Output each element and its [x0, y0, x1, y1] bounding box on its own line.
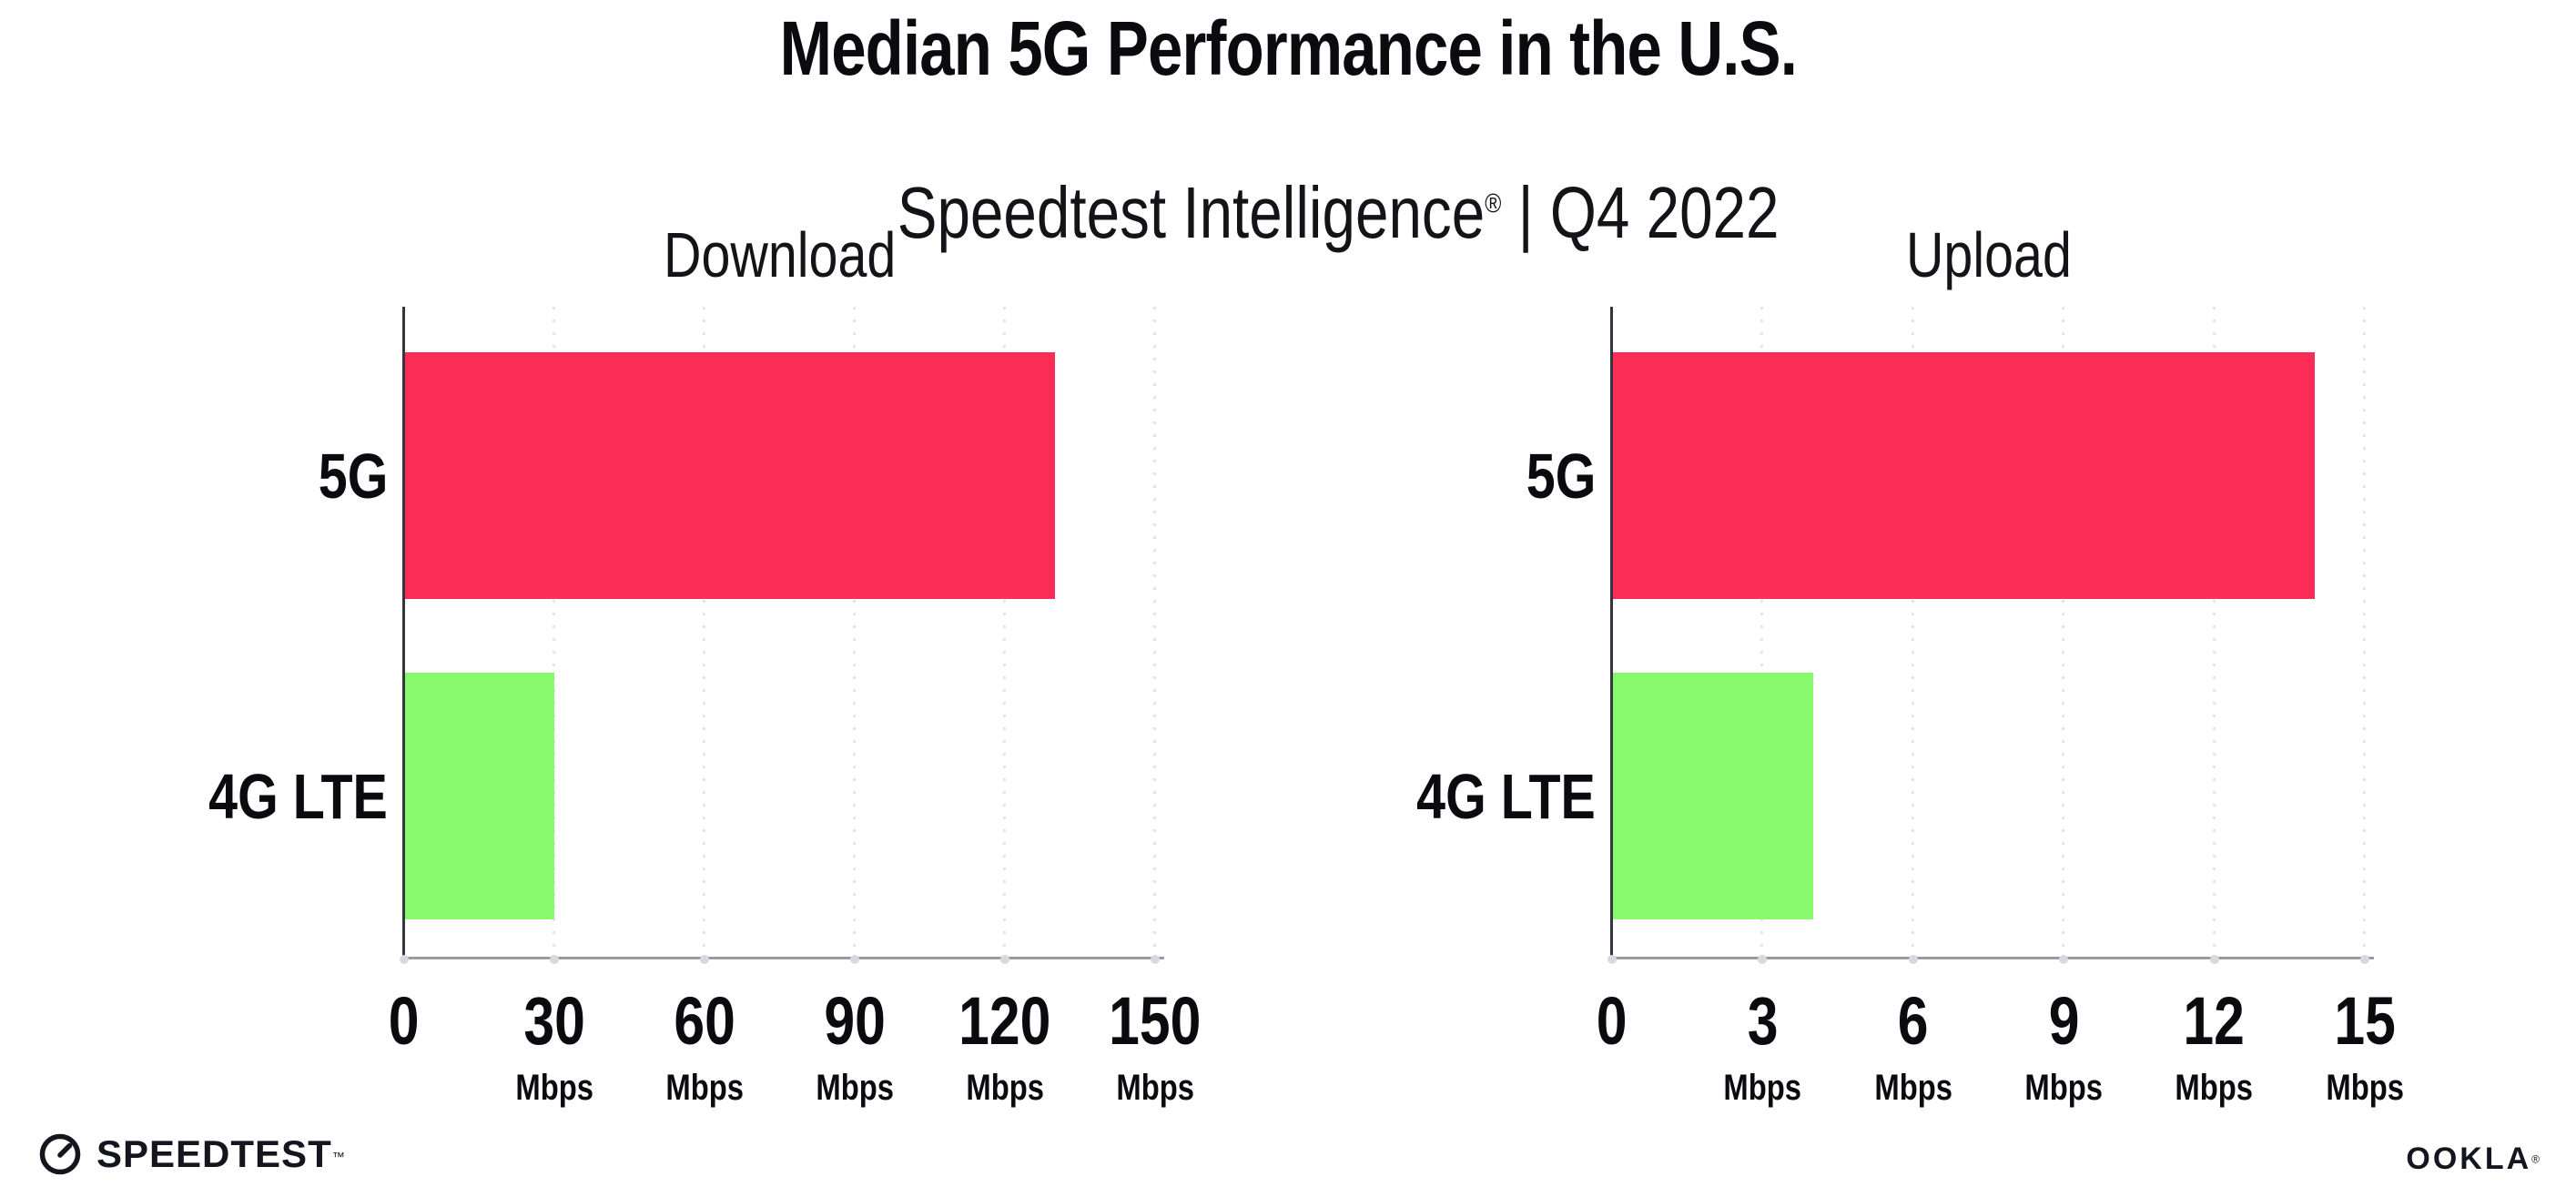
x-tick-label: 9 Mbps: [1963, 983, 2164, 1108]
x-tick-value: 3: [1747, 983, 1779, 1059]
x-tick-label: 3 Mbps: [1662, 983, 1862, 1108]
ookla-wordmark: OOKLA: [2406, 1141, 2532, 1176]
x-tick-value: 15: [2334, 983, 2396, 1059]
gauge-icon: [39, 1133, 81, 1175]
y-axis-line: [402, 307, 405, 959]
axis-tick-dot: [1151, 955, 1160, 964]
gridline: [853, 307, 856, 958]
x-tick-unit: Mbps: [1116, 1068, 1194, 1108]
x-tick-label: 150 Mbps: [1055, 983, 1255, 1108]
axis-tick-dot: [2360, 955, 2369, 964]
chart-title-upload: Upload: [1905, 219, 2072, 290]
axis-tick-dot: [1758, 955, 1768, 964]
x-tick-unit: Mbps: [816, 1068, 894, 1108]
bar-4g-lte: [1612, 673, 1813, 919]
axis-tick-dot: [2059, 955, 2069, 964]
gridline: [1760, 307, 1764, 958]
speedtest-wordmark: SPEEDTEST: [96, 1132, 332, 1175]
x-tick-value: 30: [523, 983, 585, 1059]
chart-title-download: Download: [663, 219, 897, 290]
gridline: [553, 307, 555, 958]
x-tick-unit: Mbps: [966, 1068, 1044, 1108]
ookla-registered-mark: ®: [2531, 1152, 2540, 1166]
x-tick-unit: Mbps: [515, 1068, 593, 1108]
x-tick-value: 120: [958, 983, 1051, 1059]
x-tick-label: 120 Mbps: [905, 983, 1105, 1108]
x-tick-label: 0: [304, 988, 504, 1055]
x-tick-label: 6 Mbps: [1813, 983, 2013, 1108]
category-label-5g: 5G: [1213, 434, 1596, 518]
x-tick-value: 0: [389, 983, 420, 1059]
x-tick-label: 12 Mbps: [2115, 983, 2315, 1108]
page-title: Median 5G Performance in the U.S.: [0, 7, 2576, 90]
subtitle-separator: |: [1500, 172, 1550, 253]
x-tick-label: 15 Mbps: [2265, 983, 2465, 1108]
x-tick-unit: Mbps: [2175, 1068, 2254, 1108]
axis-tick-dot: [700, 955, 709, 964]
speedtest-logo: SPEEDTEST™: [38, 1132, 345, 1176]
x-tick-unit: Mbps: [2326, 1068, 2404, 1108]
gridline: [703, 307, 705, 958]
gridline: [1003, 307, 1006, 958]
x-tick-label: 0: [1512, 988, 1712, 1055]
bar-4g-lte: [404, 673, 554, 919]
x-tick-value: 0: [1597, 983, 1628, 1059]
x-tick-unit: Mbps: [665, 1068, 744, 1108]
bar-5g: [1612, 352, 2315, 599]
category-label-4g-lte: 4G LTE: [5, 755, 388, 838]
upload-plot: 5G 4G LTE 0 3 Mbps 6 Mbps 9 Mbps 12 Mbps 15 Mbps: [1416, 307, 2404, 1106]
category-label-text: 4G LTE: [208, 760, 388, 832]
y-axis-line: [1610, 307, 1613, 959]
x-tick-label: 90 Mbps: [755, 983, 955, 1108]
x-axis-line: [1610, 957, 2374, 959]
x-tick-value: 60: [674, 983, 735, 1059]
axis-tick-dot: [1000, 955, 1009, 964]
x-tick-value: 12: [2183, 983, 2246, 1059]
subtitle-brand: Speedtest Intelligence: [897, 172, 1485, 253]
category-label-text: 5G: [1526, 440, 1596, 512]
axis-tick-dot: [1908, 955, 1918, 964]
x-tick-label: 60 Mbps: [604, 983, 805, 1108]
x-tick-value: 6: [1897, 983, 1929, 1059]
bar-5g: [404, 352, 1055, 599]
x-tick-unit: Mbps: [1723, 1068, 1802, 1108]
ookla-logo: OOKLA®: [2406, 1141, 2540, 1177]
x-tick-value: 150: [1109, 983, 1202, 1059]
x-tick-unit: Mbps: [2024, 1068, 2104, 1108]
category-label-5g: 5G: [5, 434, 388, 518]
axis-tick-dot: [550, 955, 559, 964]
gridline: [1911, 307, 1914, 958]
gridline: [2363, 307, 2366, 958]
category-label-4g-lte: 4G LTE: [1213, 755, 1596, 838]
x-tick-value: 90: [824, 983, 886, 1059]
axis-tick-dot: [2209, 955, 2219, 964]
page-title-text: Median 5G Performance in the U.S.: [779, 5, 1797, 91]
x-tick-unit: Mbps: [1873, 1068, 1952, 1108]
gridline: [1153, 307, 1156, 958]
category-label-text: 5G: [318, 440, 388, 512]
registered-mark: ®: [1484, 188, 1501, 219]
download-plot: 5G 4G LTE 0 30 Mbps 60 Mbps 90 Mbps 120 Mbps 150 Mbp…: [208, 307, 1202, 1106]
gridline: [2212, 307, 2216, 958]
x-tick-label: 30 Mbps: [454, 983, 654, 1108]
trademark-mark: ™: [331, 1149, 345, 1164]
axis-tick-dot: [850, 955, 859, 964]
x-tick-value: 9: [2048, 983, 2080, 1059]
x-axis-line: [402, 957, 1164, 959]
gridline: [2062, 307, 2065, 958]
axis-tick-dot: [400, 955, 409, 964]
category-label-text: 4G LTE: [1416, 760, 1596, 832]
subtitle-period: Q4 2022: [1549, 172, 1780, 253]
page-subtitle: Speedtest Intelligence® | Q4 2022: [0, 93, 2576, 333]
axis-tick-dot: [1607, 955, 1617, 964]
